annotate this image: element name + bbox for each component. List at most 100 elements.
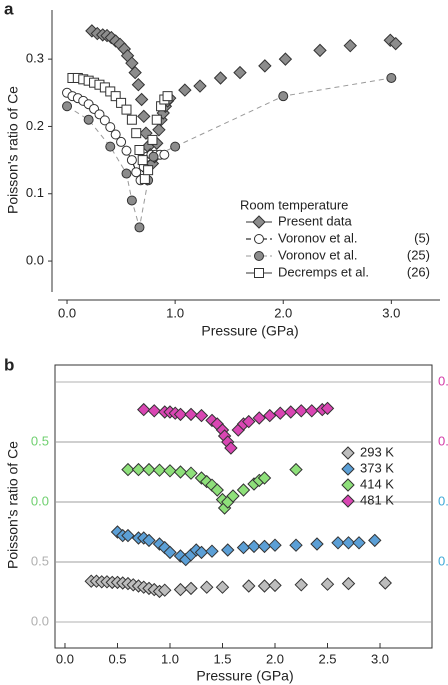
point	[236, 483, 251, 497]
point	[278, 91, 289, 102]
point	[151, 114, 162, 125]
point	[134, 145, 145, 155]
point	[173, 465, 188, 479]
x-tick-label: 1.0	[166, 305, 184, 320]
x-tick-label: 2.5	[318, 651, 336, 666]
point	[305, 404, 319, 418]
point	[268, 578, 282, 593]
x-axis-label: Pressure (GPa)	[201, 323, 298, 339]
point	[368, 533, 382, 548]
point	[184, 407, 198, 422]
point	[193, 79, 207, 93]
y-tick-label: 0.0	[31, 493, 49, 508]
point	[121, 528, 135, 543]
point	[313, 43, 327, 58]
point	[173, 582, 188, 597]
legend-label: 414 K	[360, 476, 394, 491]
legend-ref: (25)	[407, 247, 430, 262]
point	[62, 101, 73, 112]
y-tick-label: 0.0	[438, 433, 448, 448]
point	[257, 539, 272, 554]
x-tick-label: 0.0	[58, 305, 76, 320]
x-tick-label: 1.0	[161, 651, 179, 666]
point	[388, 36, 403, 51]
point	[152, 537, 167, 551]
point	[210, 483, 224, 497]
legend-marker	[254, 234, 264, 244]
panel-label: a	[4, 0, 14, 18]
point	[205, 413, 219, 428]
point	[226, 489, 240, 503]
point	[137, 155, 148, 166]
point	[341, 536, 356, 550]
y-tick-label: 0.0	[31, 613, 49, 628]
y-tick-label: 0.5	[438, 493, 448, 508]
point	[170, 141, 181, 152]
point	[200, 580, 214, 594]
point	[158, 583, 172, 597]
point	[152, 123, 166, 137]
point	[213, 71, 228, 85]
point	[173, 549, 188, 563]
legend-ref: (26)	[407, 264, 430, 279]
point	[242, 579, 256, 593]
point	[139, 173, 150, 184]
point	[273, 406, 287, 420]
point	[289, 462, 303, 477]
point	[184, 581, 198, 596]
legend-marker	[341, 478, 355, 492]
point	[247, 539, 261, 554]
point	[252, 411, 266, 425]
y-axis-label: Poisson's ratio of Ce	[5, 441, 21, 569]
x-tick-label: 1.5	[213, 651, 231, 666]
legend-marker	[254, 268, 264, 278]
point	[137, 402, 151, 417]
point	[116, 136, 127, 147]
point	[233, 65, 247, 80]
legend-label: Voronov et al.	[278, 247, 358, 262]
x-tick-label: 0.5	[108, 651, 126, 666]
point	[99, 115, 110, 126]
point	[131, 167, 142, 178]
point	[152, 463, 167, 477]
point	[194, 408, 209, 423]
legend-label: 481 K	[360, 492, 394, 507]
point	[163, 464, 177, 478]
point	[134, 222, 145, 233]
legend-label: Voronov et al.	[278, 230, 358, 245]
point	[142, 462, 156, 477]
y-tick-label: 0.5	[438, 373, 448, 388]
point	[131, 78, 146, 92]
point	[126, 195, 137, 206]
point	[224, 441, 238, 455]
point	[83, 114, 94, 125]
point	[386, 72, 397, 83]
point	[320, 401, 335, 416]
point	[343, 38, 357, 53]
point	[126, 114, 137, 125]
point	[289, 538, 303, 552]
y-axis-label: Poisson's ratio of Ce	[5, 86, 21, 214]
y-tick-label: 0.3	[26, 51, 44, 66]
y-tick-label: 0.5	[31, 553, 49, 568]
point	[257, 579, 272, 593]
point	[184, 466, 198, 480]
point	[242, 414, 256, 429]
legend-marker	[252, 215, 266, 229]
point	[159, 149, 170, 160]
legend-marker	[341, 462, 355, 476]
point	[294, 404, 308, 418]
point	[121, 168, 132, 179]
legend-label: Decremps et al.	[278, 264, 369, 279]
point	[341, 576, 356, 591]
point	[147, 404, 161, 418]
point	[126, 155, 137, 166]
x-tick-label: 3.0	[371, 651, 389, 666]
legend-label: Present data	[278, 213, 352, 228]
y-tick-label: 0.5	[31, 433, 49, 448]
point	[178, 83, 192, 97]
point	[173, 407, 188, 422]
point	[215, 580, 230, 594]
point	[121, 104, 132, 115]
